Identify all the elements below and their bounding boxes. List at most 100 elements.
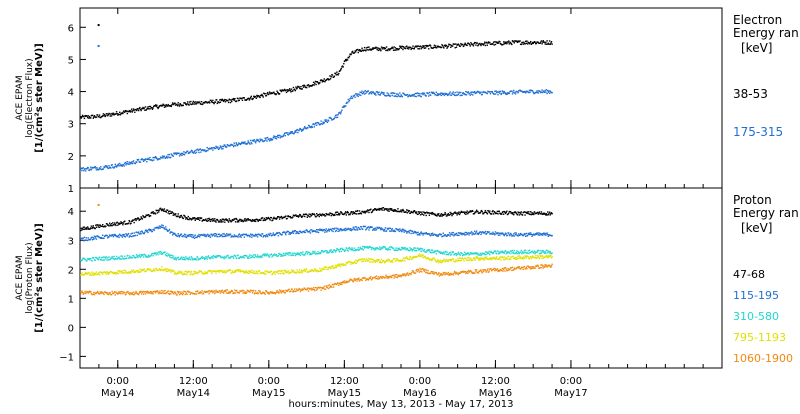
data-point — [139, 107, 140, 108]
data-point — [433, 47, 434, 48]
data-point — [292, 230, 293, 231]
data-point — [81, 116, 82, 117]
data-point — [409, 210, 410, 211]
data-point — [370, 246, 371, 247]
data-point — [286, 92, 287, 93]
data-point — [184, 234, 185, 235]
data-point — [228, 102, 229, 103]
data-point — [547, 90, 548, 91]
data-point — [172, 257, 173, 258]
data-point — [128, 292, 129, 293]
data-point — [152, 270, 153, 271]
data-point — [436, 92, 437, 93]
data-point — [252, 98, 253, 99]
data-point — [431, 233, 432, 234]
data-point — [254, 292, 255, 293]
data-point — [247, 271, 248, 272]
data-point — [81, 228, 82, 229]
data-point — [183, 218, 184, 219]
data-point — [298, 215, 299, 216]
data-point — [156, 254, 157, 255]
data-point — [383, 92, 384, 93]
data-point — [152, 255, 153, 256]
data-point — [130, 272, 131, 273]
data-point — [94, 115, 95, 116]
data-point — [449, 232, 450, 233]
data-point — [300, 88, 301, 89]
data-point — [305, 232, 306, 233]
data-point — [356, 93, 357, 94]
data-point — [440, 262, 441, 263]
data-point — [475, 211, 476, 212]
data-point — [409, 259, 410, 260]
data-point — [163, 290, 164, 291]
data-point — [420, 214, 421, 215]
data-point — [308, 252, 309, 253]
data-point — [504, 41, 505, 42]
data-point — [511, 251, 512, 252]
data-point — [262, 233, 263, 234]
data-point — [395, 47, 396, 48]
data-point — [144, 232, 145, 233]
data-point — [134, 222, 135, 223]
data-point — [546, 250, 547, 251]
data-point — [185, 291, 186, 292]
data-point — [181, 293, 182, 294]
data-point — [345, 282, 346, 283]
data-point — [403, 229, 404, 230]
data-point — [247, 273, 248, 274]
data-point — [466, 94, 467, 95]
data-point — [229, 99, 230, 100]
data-point — [511, 252, 512, 253]
data-point — [339, 229, 340, 230]
data-point — [105, 165, 106, 166]
data-point — [541, 40, 542, 41]
data-point — [178, 257, 179, 258]
data-point — [132, 294, 133, 295]
data-point — [388, 247, 389, 248]
data-point — [370, 261, 371, 262]
data-point — [179, 294, 180, 295]
data-point — [306, 251, 307, 252]
data-point — [335, 115, 336, 116]
data-point — [140, 270, 141, 271]
data-point — [220, 256, 221, 257]
data-point — [272, 291, 273, 292]
data-point — [198, 152, 199, 153]
data-point — [141, 293, 142, 294]
data-point — [185, 256, 186, 257]
data-point — [331, 230, 332, 231]
data-point — [136, 231, 137, 232]
data-point — [406, 45, 407, 46]
data-point — [111, 115, 112, 116]
data-point — [98, 226, 99, 227]
data-point — [412, 45, 413, 46]
data-point — [547, 211, 548, 212]
data-point — [274, 274, 275, 275]
data-point — [485, 45, 486, 46]
data-point — [551, 235, 552, 236]
data-point — [350, 263, 351, 264]
data-point — [501, 93, 502, 94]
data-point — [285, 135, 286, 136]
data-point — [355, 260, 356, 261]
data-point — [344, 212, 345, 213]
data-point — [225, 289, 226, 290]
data-point — [454, 44, 455, 45]
data-point — [216, 257, 217, 258]
data-point — [111, 225, 112, 226]
data-point — [278, 137, 279, 138]
data-point — [186, 274, 187, 275]
data-point — [400, 261, 401, 262]
data-point — [335, 251, 336, 252]
data-point — [417, 92, 418, 93]
data-point — [342, 107, 343, 108]
data-point — [320, 123, 321, 124]
data-point — [203, 257, 204, 258]
data-point — [295, 86, 296, 87]
data-point — [169, 154, 170, 155]
data-point — [298, 130, 299, 131]
data-point — [196, 152, 197, 153]
data-point — [118, 164, 119, 165]
data-point — [135, 235, 136, 236]
